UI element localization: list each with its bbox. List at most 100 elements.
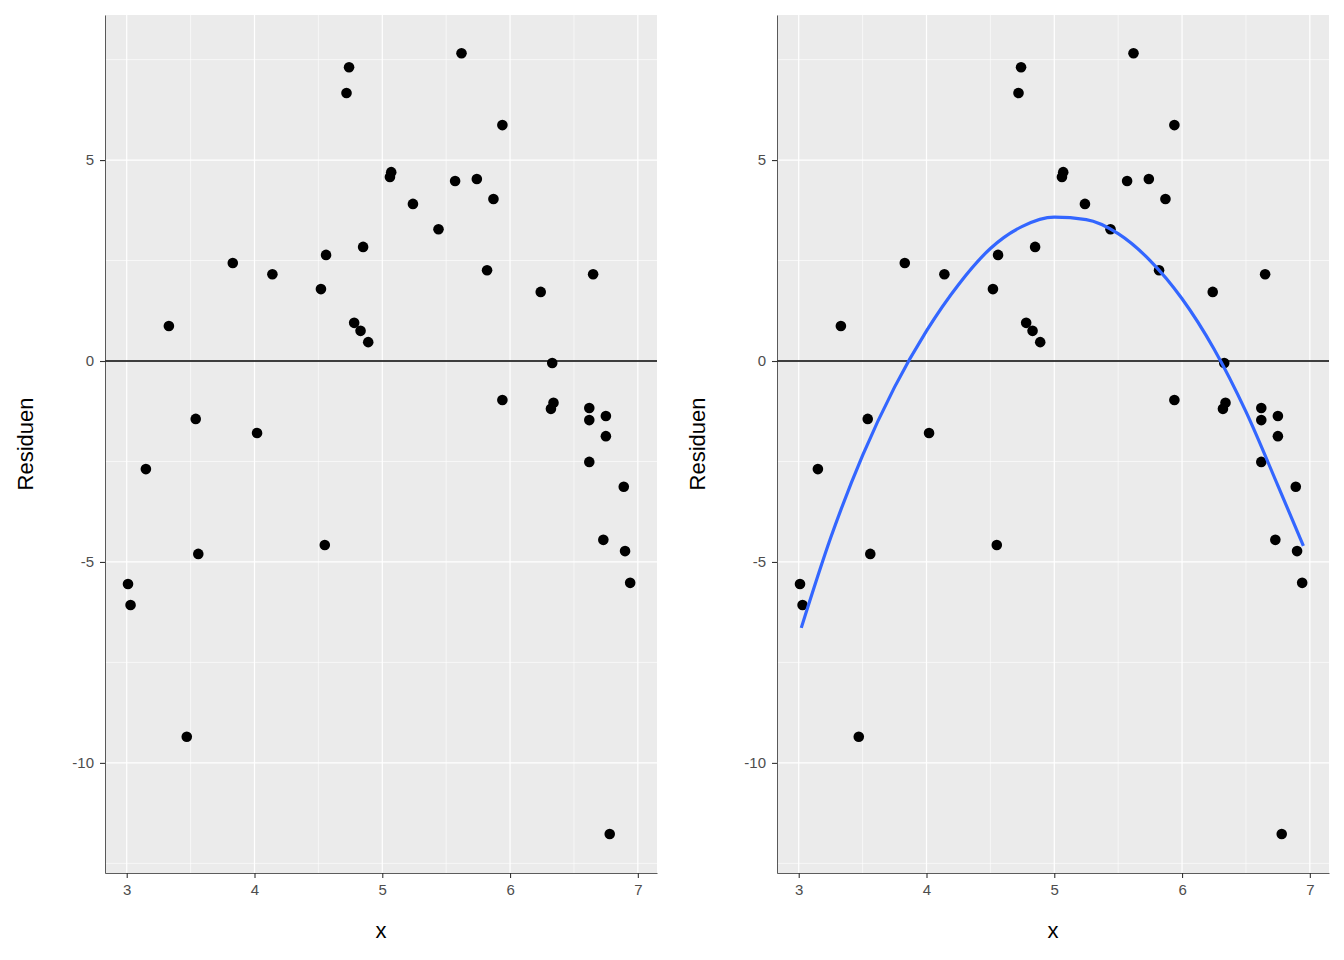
point: [547, 358, 558, 369]
tick-mark: [100, 361, 105, 362]
point: [1027, 326, 1038, 337]
point: [344, 62, 355, 73]
grid-line: [777, 360, 1329, 361]
tick-label: 5: [379, 881, 387, 898]
point: [267, 269, 278, 280]
axis-line: [778, 873, 1330, 874]
point: [865, 549, 876, 560]
axis-line: [777, 16, 778, 874]
point: [1122, 176, 1133, 187]
point: [939, 269, 950, 280]
tick-label: 3: [795, 881, 803, 898]
tick: -10: [72, 754, 105, 771]
marks: [777, 48, 1329, 839]
point: [1260, 269, 1271, 280]
panel: 34567-10-505xResiduen: [685, 15, 1330, 943]
tick: 3: [795, 873, 803, 898]
point: [993, 250, 1004, 261]
tick-label: 0: [758, 352, 766, 369]
tick: 5: [1051, 873, 1059, 898]
minor-grid-line: [105, 662, 657, 663]
grid: [777, 15, 1329, 873]
point: [924, 428, 935, 439]
point: [1290, 481, 1301, 492]
point: [252, 428, 263, 439]
fit-line: [801, 217, 1303, 628]
point: [1035, 337, 1046, 348]
tick-label: -10: [744, 754, 766, 771]
tick-mark: [772, 763, 777, 764]
tick: 5: [379, 873, 387, 898]
point: [813, 464, 824, 475]
tick: 3: [123, 873, 131, 898]
point: [601, 431, 612, 442]
point: [853, 731, 864, 742]
tick: 7: [1306, 873, 1314, 898]
point: [836, 321, 847, 332]
tick-mark: [382, 873, 383, 878]
point: [584, 457, 595, 468]
point: [358, 242, 369, 253]
grid-line: [382, 15, 383, 873]
minor-grid-line: [446, 15, 447, 873]
point: [584, 415, 595, 426]
point: [488, 194, 499, 205]
tick: 0: [86, 352, 105, 369]
tick-label: 6: [506, 881, 514, 898]
x-axis: 34567: [106, 873, 658, 898]
tick-mark: [772, 361, 777, 362]
tick-mark: [100, 763, 105, 764]
point: [625, 578, 636, 589]
point: [795, 579, 806, 590]
y-axis-title: Residuen: [685, 398, 710, 491]
point: [1030, 242, 1041, 253]
minor-grid-line: [777, 260, 1329, 261]
point: [1144, 174, 1155, 185]
point: [482, 265, 493, 276]
grid-line: [777, 561, 1329, 562]
tick-mark: [510, 873, 511, 878]
grid-line: [105, 360, 657, 361]
point: [193, 549, 204, 560]
tick: 5: [758, 151, 777, 168]
point: [1169, 395, 1180, 406]
point: [1080, 199, 1091, 210]
x-axis-title: x: [1048, 918, 1059, 943]
point: [535, 287, 546, 298]
point: [433, 224, 444, 235]
grid-line: [105, 159, 657, 160]
point: [341, 88, 352, 99]
tick-label: -5: [753, 553, 766, 570]
point: [497, 395, 508, 406]
point: [988, 284, 999, 295]
tick: 4: [251, 873, 259, 898]
point: [598, 535, 609, 546]
tick-mark: [799, 873, 800, 878]
point: [1256, 403, 1267, 414]
point: [141, 464, 152, 475]
axis-line: [105, 16, 106, 874]
plot-background: [777, 15, 1329, 873]
point: [1270, 535, 1281, 546]
tick-label: 5: [1051, 881, 1059, 898]
y-axis: -10 -5 0 5: [744, 16, 777, 874]
point: [316, 284, 327, 295]
tick-mark: [254, 873, 255, 878]
tick-mark: [1310, 873, 1311, 878]
point: [321, 250, 332, 261]
point: [181, 731, 192, 742]
point: [1016, 62, 1027, 73]
minor-grid-line: [105, 863, 657, 864]
point: [472, 174, 483, 185]
grid-line: [798, 15, 799, 873]
tick-label: -10: [72, 754, 94, 771]
point: [1276, 829, 1287, 840]
y-axis-title: Residuen: [13, 398, 38, 491]
point: [408, 199, 419, 210]
tick-mark: [638, 873, 639, 878]
grid-line: [105, 762, 657, 763]
minor-grid-line: [318, 15, 319, 873]
point: [899, 258, 910, 269]
tick-mark: [100, 562, 105, 563]
point: [620, 546, 631, 557]
